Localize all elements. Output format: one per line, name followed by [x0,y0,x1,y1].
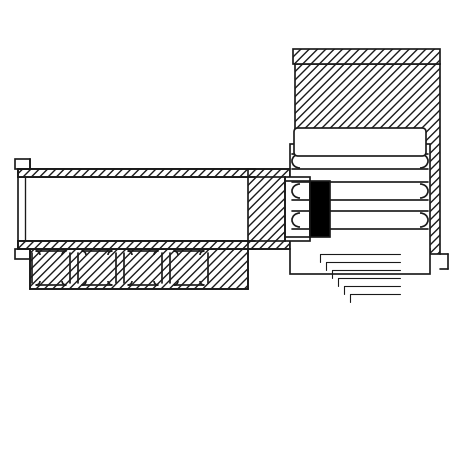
Polygon shape [15,249,30,259]
Polygon shape [18,241,254,249]
Polygon shape [247,170,289,249]
Polygon shape [285,178,309,241]
FancyBboxPatch shape [289,145,429,274]
Polygon shape [15,160,30,170]
Polygon shape [292,50,439,65]
Bar [309,182,329,237]
FancyBboxPatch shape [293,129,425,157]
Polygon shape [18,170,254,178]
Polygon shape [18,241,254,249]
Polygon shape [18,170,254,178]
Polygon shape [30,249,247,289]
Polygon shape [294,65,439,254]
